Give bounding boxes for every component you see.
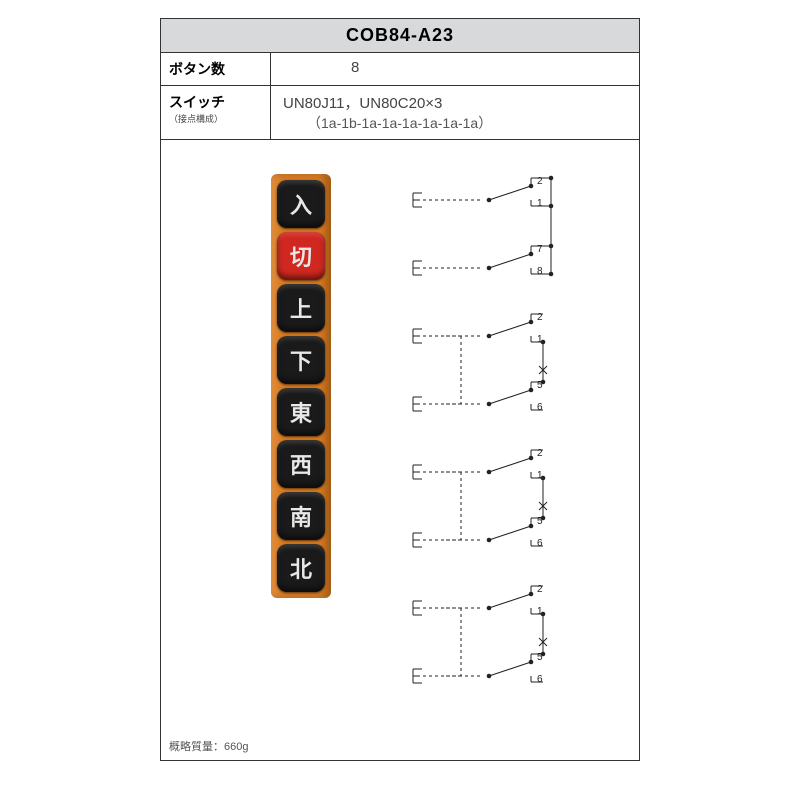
row-button-count: ボタン数 8 (161, 53, 639, 86)
footer-mass: 概略質量：660g (169, 738, 248, 754)
value-button-count: 8 (271, 53, 639, 85)
value-switch-line2: （1a-1b-1a-1a-1a-1a-1a-1a） (283, 113, 627, 133)
svg-text:1: 1 (537, 198, 543, 209)
svg-text:6: 6 (537, 674, 543, 685)
value-switch: UN80J11，UN80C20×3 （1a-1b-1a-1a-1a-1a-1a-… (271, 86, 639, 139)
label-switch: スイッチ （接点構成） (161, 86, 271, 139)
wiring-schematic: 2178215621562156 (401, 160, 611, 720)
footer-value: 660g (224, 741, 248, 753)
pendant-button-3: 下 (277, 336, 325, 384)
svg-text:8: 8 (537, 266, 543, 277)
label-button-count: ボタン数 (161, 53, 271, 85)
pendant-controller: 入切上下東西南北 (271, 174, 331, 598)
row-switch: スイッチ （接点構成） UN80J11，UN80C20×3 （1a-1b-1a-… (161, 86, 639, 140)
svg-text:6: 6 (537, 402, 543, 413)
svg-text:6: 6 (537, 538, 543, 549)
pendant-button-1: 切 (277, 232, 325, 280)
value-switch-line1: UN80J11，UN80C20×3 (283, 95, 442, 112)
label-switch-main: スイッチ (169, 94, 225, 110)
pendant-button-5: 西 (277, 440, 325, 488)
model-title: COB84-A23 (161, 19, 639, 53)
label-switch-sub: （接点構成） (169, 112, 262, 125)
pendant-button-0: 入 (277, 180, 325, 228)
footer-label: 概略質量： (169, 741, 224, 753)
body-area: 入切上下東西南北 2178215621562156 概略質量：660g (161, 140, 639, 760)
pendant-button-6: 南 (277, 492, 325, 540)
pendant-button-7: 北 (277, 544, 325, 592)
spec-card: COB84-A23 ボタン数 8 スイッチ （接点構成） UN80J11，UN8… (160, 18, 640, 761)
pendant-button-2: 上 (277, 284, 325, 332)
pendant-button-4: 東 (277, 388, 325, 436)
